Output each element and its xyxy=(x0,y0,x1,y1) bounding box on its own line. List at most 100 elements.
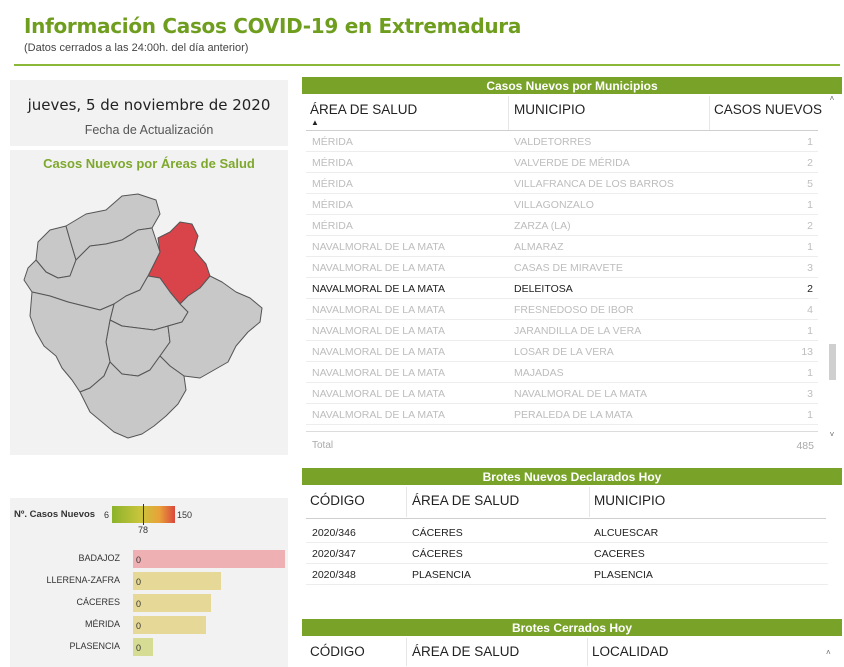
row-divider xyxy=(306,584,828,585)
table-row[interactable]: MÉRIDA VILLAGONZALO 1 xyxy=(302,194,818,215)
area-bar[interactable] xyxy=(133,550,285,568)
cell-area: MÉRIDA xyxy=(312,136,353,148)
table-row[interactable]: NAVALMORAL DE LA MATA DELEITOSA 2 xyxy=(302,278,818,299)
map-title: Casos Nuevos por Áreas de Salud xyxy=(43,156,255,171)
area-bar-label: BADAJOZ xyxy=(78,553,120,563)
row-divider xyxy=(306,382,818,383)
table-row[interactable]: 2020/347 CÁCERES CACERES xyxy=(302,543,828,564)
cell-area: NAVALMORAL DE LA MATA xyxy=(312,304,446,316)
date-card: jueves, 5 de noviembre de 2020 Fecha de … xyxy=(10,80,288,146)
header-underline xyxy=(306,130,818,131)
cell-area: MÉRIDA xyxy=(312,220,353,232)
row-divider xyxy=(306,256,818,257)
brotes-nuevos-table: CÓDIGO ÁREA DE SALUD MUNICIPIO 2020/346 C… xyxy=(302,485,842,595)
scroll-down-icon[interactable]: ˅ xyxy=(829,430,835,439)
cell-casos: 13 xyxy=(801,346,813,358)
area-bar[interactable] xyxy=(133,616,206,634)
brotes-cerrados-title: Brotes Cerrados Hoy xyxy=(302,619,842,636)
areas-bars-card: Nº. Casos Nuevos 6 150 78 BADAJOZ 0 LLEREN… xyxy=(10,498,288,667)
cell-casos: 4 xyxy=(807,304,813,316)
cell-municipio: JARANDILLA DE LA VERA xyxy=(514,325,642,337)
map-card: Casos Nuevos por Áreas de Salud xyxy=(10,150,288,455)
col-header-area[interactable]: ÁREA DE SALUD xyxy=(310,102,418,117)
area-bar-label: LLERENA-ZAFRA xyxy=(46,575,120,585)
cell-municipio: MAJADAS xyxy=(514,367,564,379)
area-bar-row[interactable]: BADAJOZ 0 xyxy=(10,550,288,568)
cell-municipio: CACERES xyxy=(594,548,645,560)
scroll-up-icon[interactable]: ˄ xyxy=(826,648,831,657)
sort-asc-icon[interactable]: ▲ xyxy=(311,118,319,127)
col-header-casos[interactable]: CASOS NUEVOS xyxy=(714,102,823,117)
table-row[interactable]: NAVALMORAL DE LA MATA CASAS DE MIRAVETE 3 xyxy=(302,257,818,278)
row-divider xyxy=(306,193,818,194)
area-bar-label: MÉRIDA xyxy=(84,619,120,629)
row-divider xyxy=(306,424,818,425)
update-date: jueves, 5 de noviembre de 2020 xyxy=(27,96,271,114)
area-bar-row[interactable]: PLASENCIA 0 xyxy=(10,638,288,656)
scroll-up-icon[interactable]: ˄ xyxy=(829,94,835,103)
table-row[interactable]: 2020/348 PLASENCIA PLASENCIA xyxy=(302,564,828,585)
col-header-codigo[interactable]: CÓDIGO xyxy=(310,493,365,508)
table-row[interactable]: MÉRIDA VALDETORRES 1 xyxy=(302,131,818,152)
row-divider xyxy=(306,151,818,152)
legend-mid: 78 xyxy=(138,525,149,535)
area-bar[interactable] xyxy=(133,594,211,612)
page-subtitle: (Datos cerrados a las 24:00h. del día an… xyxy=(24,42,249,54)
table-row[interactable]: NAVALMORAL DE LA MATA PERALEDA DE LA MATA… xyxy=(302,404,818,425)
table-row[interactable]: MÉRIDA VILLAFRANCA DE LOS BARROS 5 xyxy=(302,173,818,194)
table-row[interactable]: NAVALMORAL DE LA MATA JARANDILLA DE LA VE… xyxy=(302,320,818,341)
update-date-label: Fecha de Actualización xyxy=(84,123,214,137)
cell-municipio: VALDETORRES xyxy=(514,136,592,148)
area-bar[interactable] xyxy=(133,638,153,656)
area-bar-value: 0 xyxy=(136,555,142,565)
col-header-codigo[interactable]: CÓDIGO xyxy=(310,644,365,659)
col-header-municipio[interactable]: MUNICIPIO xyxy=(514,102,586,117)
table-row[interactable]: 2020/346 CÁCERES ALCUESCAR xyxy=(302,522,828,543)
table-row[interactable]: NAVALMORAL DE LA MATA LOSAR DE LA VERA 13 xyxy=(302,341,818,362)
municipios-table: ÁREA DE SALUD MUNICIPIO CASOS NUEVOS ▲ M… xyxy=(302,94,842,460)
col-separator xyxy=(508,96,509,130)
row-divider xyxy=(306,277,818,278)
legend-min: 6 xyxy=(104,510,110,520)
legend-marker xyxy=(143,504,144,525)
map-area-don-benito xyxy=(159,275,263,379)
total-value: 485 xyxy=(796,440,814,452)
area-bar-row[interactable]: MÉRIDA 0 xyxy=(10,616,288,634)
cell-area: NAVALMORAL DE LA MATA xyxy=(312,388,446,400)
table-row[interactable]: MÉRIDA ZARZA (LA) 2 xyxy=(302,215,818,236)
cell-municipio: CASAS DE MIRAVETE xyxy=(514,262,623,274)
cell-area: MÉRIDA xyxy=(312,157,353,169)
municipios-scrollbar-thumb[interactable] xyxy=(829,344,836,380)
map-area-llerena-zafra xyxy=(79,355,187,439)
table-row[interactable]: MÉRIDA VALVERDE DE MÉRIDA 2 xyxy=(302,152,818,173)
col-header-localidad[interactable]: LOCALIDAD xyxy=(592,644,669,659)
area-bar-value: 0 xyxy=(136,643,142,653)
col-header-area[interactable]: ÁREA DE SALUD xyxy=(412,644,520,659)
row-divider xyxy=(306,361,818,362)
table-row[interactable]: NAVALMORAL DE LA MATA ALMARAZ 1 xyxy=(302,236,818,257)
col-separator xyxy=(587,638,588,666)
table-row[interactable]: NAVALMORAL DE LA MATA MAJADAS 1 xyxy=(302,362,818,383)
col-header-municipio[interactable]: MUNICIPIO xyxy=(594,493,666,508)
area-bar[interactable] xyxy=(133,572,221,590)
cell-municipio: LOSAR DE LA VERA xyxy=(514,346,614,358)
cell-casos: 3 xyxy=(807,262,813,274)
table-row[interactable]: NAVALMORAL DE LA MATA NAVALMORAL DE LA MA… xyxy=(302,383,818,404)
cell-municipio: ZARZA (LA) xyxy=(514,220,571,232)
table-row[interactable]: NAVALMORAL DE LA MATA FRESNEDOSO DE IBOR 4 xyxy=(302,299,818,320)
area-bar-row[interactable]: LLERENA-ZAFRA 0 xyxy=(10,572,288,590)
cell-municipio: VILLAFRANCA DE LOS BARROS xyxy=(514,178,674,190)
area-bar-label: CÁCERES xyxy=(76,597,120,607)
cell-codigo: 2020/348 xyxy=(312,569,356,581)
area-bar-value: 0 xyxy=(136,599,142,609)
cell-area: NAVALMORAL DE LA MATA xyxy=(312,283,446,295)
areas-map[interactable] xyxy=(10,180,288,455)
col-header-area[interactable]: ÁREA DE SALUD xyxy=(412,493,520,508)
cell-area: CÁCERES xyxy=(412,548,463,560)
cell-codigo: 2020/346 xyxy=(312,527,356,539)
area-bar-row[interactable]: CÁCERES 0 xyxy=(10,594,288,612)
cell-municipio: ALMARAZ xyxy=(514,241,564,253)
row-divider xyxy=(306,298,818,299)
col-separator xyxy=(709,96,710,130)
cell-casos: 2 xyxy=(807,283,813,295)
